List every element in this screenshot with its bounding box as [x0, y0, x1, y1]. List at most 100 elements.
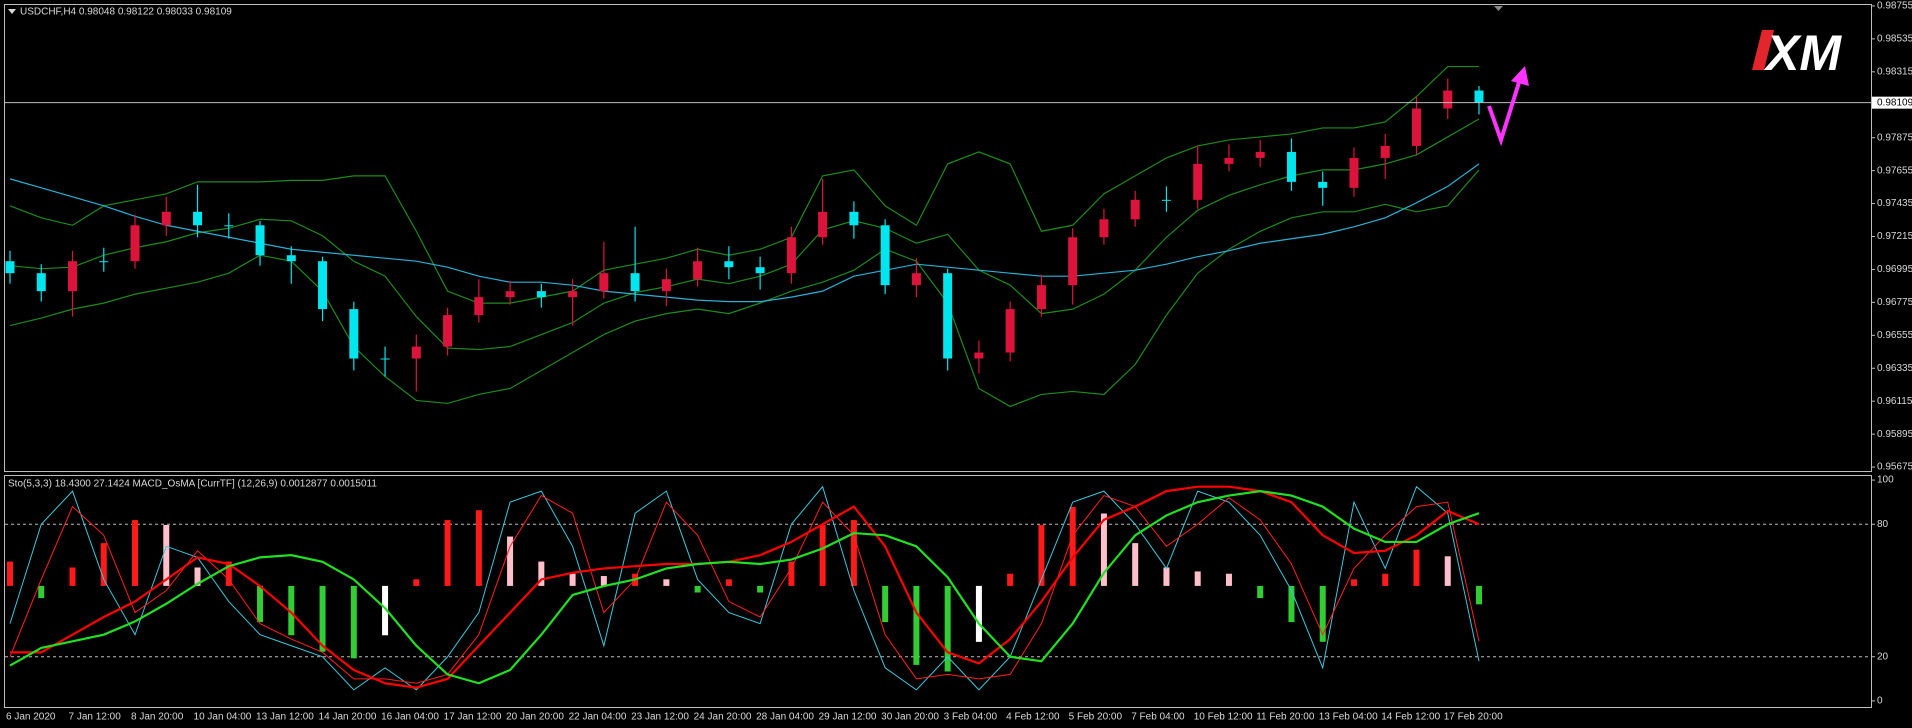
candle-body [943, 273, 953, 359]
histogram-bar [1225, 573, 1232, 586]
candle-body [224, 225, 234, 227]
menu-triangle[interactable] [8, 9, 16, 14]
histogram-bar [350, 585, 357, 659]
candle-body [1099, 219, 1109, 238]
candle-body [1005, 309, 1015, 353]
histogram-bar [725, 579, 732, 586]
candle-body [1318, 181, 1328, 188]
histogram-bar [694, 585, 701, 593]
candle-body [474, 297, 484, 316]
annotation-arrowhead [1511, 66, 1529, 86]
candle-body [36, 273, 46, 292]
x-tick-label: 3 Feb 04:00 [944, 712, 998, 723]
histogram-bar [1038, 525, 1045, 586]
histogram-bar [1163, 567, 1170, 586]
x-tick-label: 23 Jan 12:00 [631, 712, 689, 723]
histogram-bar [69, 567, 76, 586]
y-tick-label: 0.96335 [1877, 363, 1912, 374]
candle-body [443, 315, 453, 347]
oscillator-line [9, 485, 1480, 691]
candle-body [1443, 90, 1453, 109]
indicator-line [9, 169, 1480, 408]
x-tick-label: 6 Jan 2020 [6, 712, 56, 723]
price-header: USDCHF,H4 0.98048 0.98122 0.98033 0.9810… [20, 7, 232, 18]
histogram-bar [194, 567, 201, 586]
candle-body [99, 261, 109, 263]
histogram-bar [475, 510, 482, 586]
histogram-bar [757, 585, 764, 593]
indicator-header: Sto(5,3,3) 18.4300 27.1424 MACD_OsMA [Cu… [8, 479, 377, 490]
y-tick-label: 0.96995 [1877, 264, 1912, 275]
histogram-bar [132, 520, 139, 586]
oscillator-line [10, 485, 1480, 689]
y-tick-label: 0.98755 [1877, 1, 1912, 12]
x-tick-label: 14 Feb 12:00 [1381, 712, 1440, 723]
candle-body [1036, 285, 1046, 310]
x-tick-label: 8 Jan 20:00 [131, 712, 184, 723]
shift-marker[interactable] [1494, 6, 1503, 11]
candle-body [568, 291, 578, 298]
x-tick-label: 29 Jan 12:00 [819, 712, 877, 723]
candle-body [786, 237, 796, 274]
y-tick-label: 0.97875 [1877, 132, 1912, 143]
histogram-bar [1444, 556, 1451, 586]
histogram-bar [1350, 579, 1357, 586]
histogram-bar [600, 576, 607, 586]
histogram-bar [788, 561, 795, 586]
candle-body [255, 225, 265, 256]
indicator-line [9, 65, 1479, 304]
histogram-bar [819, 525, 826, 586]
candle-body [1411, 108, 1421, 146]
candle-body [411, 346, 421, 359]
candle-body [849, 211, 859, 226]
candle-body [911, 273, 921, 286]
candle-body [724, 261, 734, 268]
x-tick-label: 30 Jan 20:00 [881, 712, 939, 723]
y-tick-label: 0.96775 [1877, 297, 1912, 308]
x-tick-label: 11 Feb 20:00 [1256, 712, 1315, 723]
oscillator-line [9, 494, 1480, 684]
candle-body [1474, 90, 1484, 103]
x-tick-label: 10 Feb 12:00 [1194, 712, 1253, 723]
candle-body [755, 267, 765, 274]
candle-body [505, 291, 515, 298]
indicator-panel [4, 475, 1872, 708]
histogram-bar [1194, 571, 1201, 586]
histogram-bar [1007, 573, 1014, 586]
y-tick-label: 20 [1877, 651, 1889, 662]
x-tick-label: 24 Jan 20:00 [694, 712, 752, 723]
y-tick-label: 0.97655 [1877, 165, 1912, 176]
histogram-bar [882, 585, 889, 623]
histogram-bar [413, 579, 420, 586]
price-panel [4, 4, 1872, 472]
x-tick-label: 4 Feb 12:00 [1006, 712, 1060, 723]
histogram-bar [1100, 513, 1107, 586]
histogram-bar [257, 585, 264, 623]
candle-body [1255, 151, 1265, 158]
annotation-arrow [1487, 75, 1523, 147]
x-tick-label: 20 Jan 20:00 [506, 712, 564, 723]
histogram-bar [225, 561, 232, 586]
candle-body [1286, 151, 1296, 182]
x-tick-label: 17 Feb 20:00 [1444, 712, 1503, 723]
candle-body [193, 211, 203, 226]
candle-body [68, 261, 78, 292]
histogram-bar [7, 561, 13, 586]
x-tick-label: 14 Jan 20:00 [319, 712, 377, 723]
histogram-bar [850, 520, 857, 586]
candle-body [380, 358, 390, 360]
candle-body [818, 211, 828, 238]
candle-body [974, 352, 984, 359]
histogram-bar [1382, 573, 1389, 586]
candle-body [1349, 157, 1359, 188]
indicator-line [9, 163, 1480, 303]
y-tick-label: 100 [1877, 475, 1894, 486]
candle-body [1380, 145, 1390, 158]
candle-body [536, 291, 546, 298]
candle-body [599, 273, 609, 292]
histogram-bar [38, 585, 45, 599]
x-tick-label: 17 Jan 12:00 [444, 712, 502, 723]
histogram-bar [382, 585, 389, 636]
candle-body [661, 279, 671, 292]
candle-body [1224, 157, 1234, 164]
